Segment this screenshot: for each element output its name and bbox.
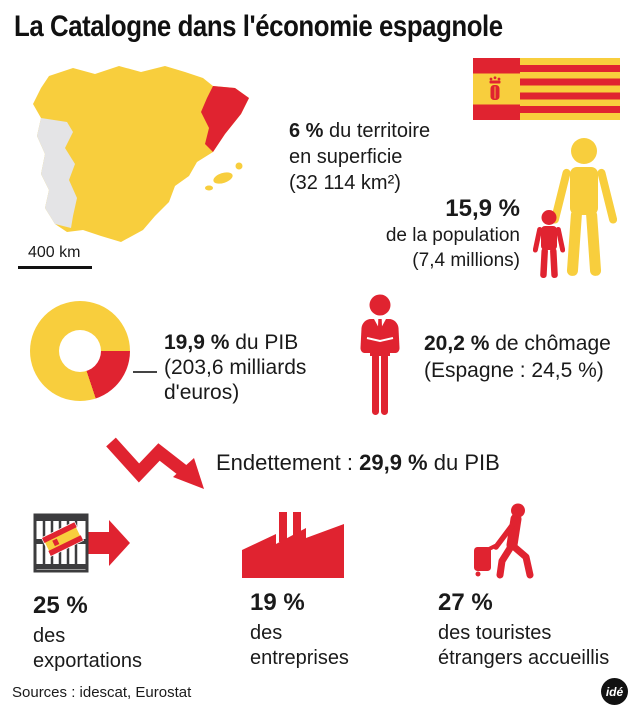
population-value: 15,9 % <box>445 195 520 222</box>
factory-icon <box>242 512 344 578</box>
gdp-stat: 19,9 % du PIB (203,6 milliards d'euros) <box>164 330 306 405</box>
spain-catalonia-flag-icon <box>473 58 620 120</box>
territory-line3: (32 114 km²) <box>289 172 401 194</box>
coat-of-arms-icon <box>489 76 501 100</box>
unemployment-label: de chômage <box>495 332 611 355</box>
exports-line2: exportations <box>33 650 142 672</box>
population-stat: 15,9 % de la population (7,4 millions) <box>330 194 520 273</box>
exports-line1: des <box>33 625 66 647</box>
spain-flag-label-icon <box>40 521 85 557</box>
catalonia-region <box>201 86 249 152</box>
spain-map-icon <box>33 66 249 242</box>
tourists-line1: des touristes <box>438 622 552 644</box>
companies-line1: des <box>250 622 283 644</box>
debt-stat: Endettement : 29,9 % du PIB <box>216 450 500 476</box>
population-line3: (7,4 millions) <box>412 250 520 271</box>
debt-value: 29,9 % <box>359 450 428 475</box>
tourists-line2: étrangers accueillis <box>438 647 610 669</box>
map-scale-label: 400 km <box>28 244 81 261</box>
territory-value: 6 % <box>289 120 324 142</box>
gdp-value: 19,9 % <box>164 331 230 354</box>
tourists-value: 27 % <box>438 589 493 616</box>
down-trend-arrow-icon <box>106 437 204 489</box>
gdp-line3: d'euros) <box>164 381 240 404</box>
gdp-line2: (203,6 milliards <box>164 356 307 379</box>
spain-region <box>33 66 249 242</box>
page-title: La Catalogne dans l'économie espagnole <box>14 10 503 43</box>
population-line2: de la population <box>385 225 520 246</box>
ide-logo: idé <box>601 678 628 705</box>
gdp-donut-chart <box>30 301 130 401</box>
tourists-stat: 27 % des touristes étrangers accueillis <box>438 588 609 671</box>
debt-label: Endettement : <box>216 450 353 475</box>
unemployment-line2: (Espagne : 24,5 %) <box>424 359 604 382</box>
debt-suffix: du PIB <box>433 450 500 475</box>
gdp-label: du PIB <box>235 331 299 354</box>
sources-text: Sources : idescat, Eurostat <box>12 684 192 701</box>
unemployment-value: 20,2 % <box>424 332 490 355</box>
adult-person-icon <box>551 138 617 276</box>
map-scale-bar <box>18 266 92 269</box>
export-crate-icon <box>33 513 130 573</box>
companies-stat: 19 % des entreprises <box>250 588 349 671</box>
tourist-icon <box>474 503 534 579</box>
spanish-flag-part <box>473 58 520 120</box>
unemployment-stat: 20,2 % de chômage (Espagne : 24,5 %) <box>424 330 611 384</box>
donut-callout-line <box>133 371 157 373</box>
child-person-icon <box>533 210 565 278</box>
territory-label: du territoire <box>329 120 431 142</box>
territory-line2: en superficie <box>289 146 403 168</box>
companies-value: 19 % <box>250 589 305 616</box>
exports-stat: 25 % des exportations <box>33 588 142 674</box>
portugal-region <box>37 118 77 228</box>
territory-stat: 6 % du territoire en superficie (32 114 … <box>289 118 430 196</box>
companies-line2: entreprises <box>250 647 349 669</box>
businessman-icon <box>360 294 400 415</box>
exports-value: 25 % <box>33 592 88 619</box>
catalan-flag-part <box>520 58 620 120</box>
